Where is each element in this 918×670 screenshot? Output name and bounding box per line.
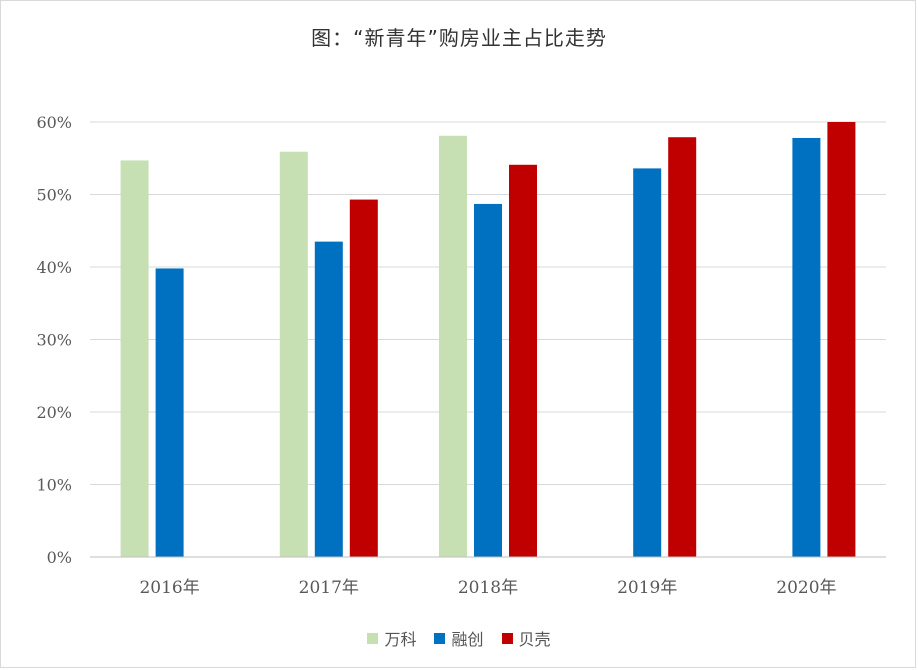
y-tick-label: 20% bbox=[36, 403, 72, 422]
bar-万科-2016年 bbox=[120, 160, 149, 558]
legend-swatch bbox=[367, 632, 379, 644]
y-tick-label: 0% bbox=[47, 548, 72, 567]
x-tick-label: 2017年 bbox=[299, 578, 359, 598]
legend-label: 万科 bbox=[384, 630, 417, 649]
bar-融创-2018年 bbox=[474, 203, 502, 558]
bar-万科-2018年 bbox=[439, 135, 467, 557]
y-tick-label: 10% bbox=[36, 476, 72, 495]
x-tick-label: 2019年 bbox=[617, 578, 677, 598]
legend-item: 万科 bbox=[367, 626, 416, 650]
bar-贝壳-2018年 bbox=[509, 164, 537, 557]
bar-贝壳-2019年 bbox=[668, 137, 697, 557]
legend-item: 贝壳 bbox=[501, 626, 551, 650]
legend-label: 融创 bbox=[451, 630, 484, 649]
bar-融创-2019年 bbox=[633, 168, 662, 557]
bar-万科-2017年 bbox=[279, 151, 308, 557]
legend-swatch bbox=[434, 632, 446, 644]
y-tick-label: 40% bbox=[36, 258, 72, 277]
y-tick-label: 60% bbox=[36, 113, 72, 132]
bar-融创-2017年 bbox=[314, 241, 343, 557]
legend-label: 贝壳 bbox=[518, 630, 551, 649]
x-tick-label: 2016年 bbox=[139, 578, 199, 598]
bar-融创-2020年 bbox=[792, 137, 821, 557]
bar-融创-2016年 bbox=[155, 268, 184, 557]
y-tick-label: 50% bbox=[36, 186, 72, 205]
y-tick-label: 30% bbox=[36, 331, 72, 350]
x-tick-label: 2020年 bbox=[776, 578, 836, 598]
chart-title: 图：“新青年”购房业主占比走势 bbox=[311, 26, 607, 50]
bar-贝壳-2020年 bbox=[827, 122, 856, 557]
legend-swatch bbox=[501, 632, 513, 644]
legend-item: 融创 bbox=[434, 626, 484, 650]
chart-legend: 万科 融创 贝壳 bbox=[0, 626, 918, 650]
bar-贝壳-2017年 bbox=[349, 199, 378, 557]
x-tick-label: 2018年 bbox=[458, 578, 518, 598]
